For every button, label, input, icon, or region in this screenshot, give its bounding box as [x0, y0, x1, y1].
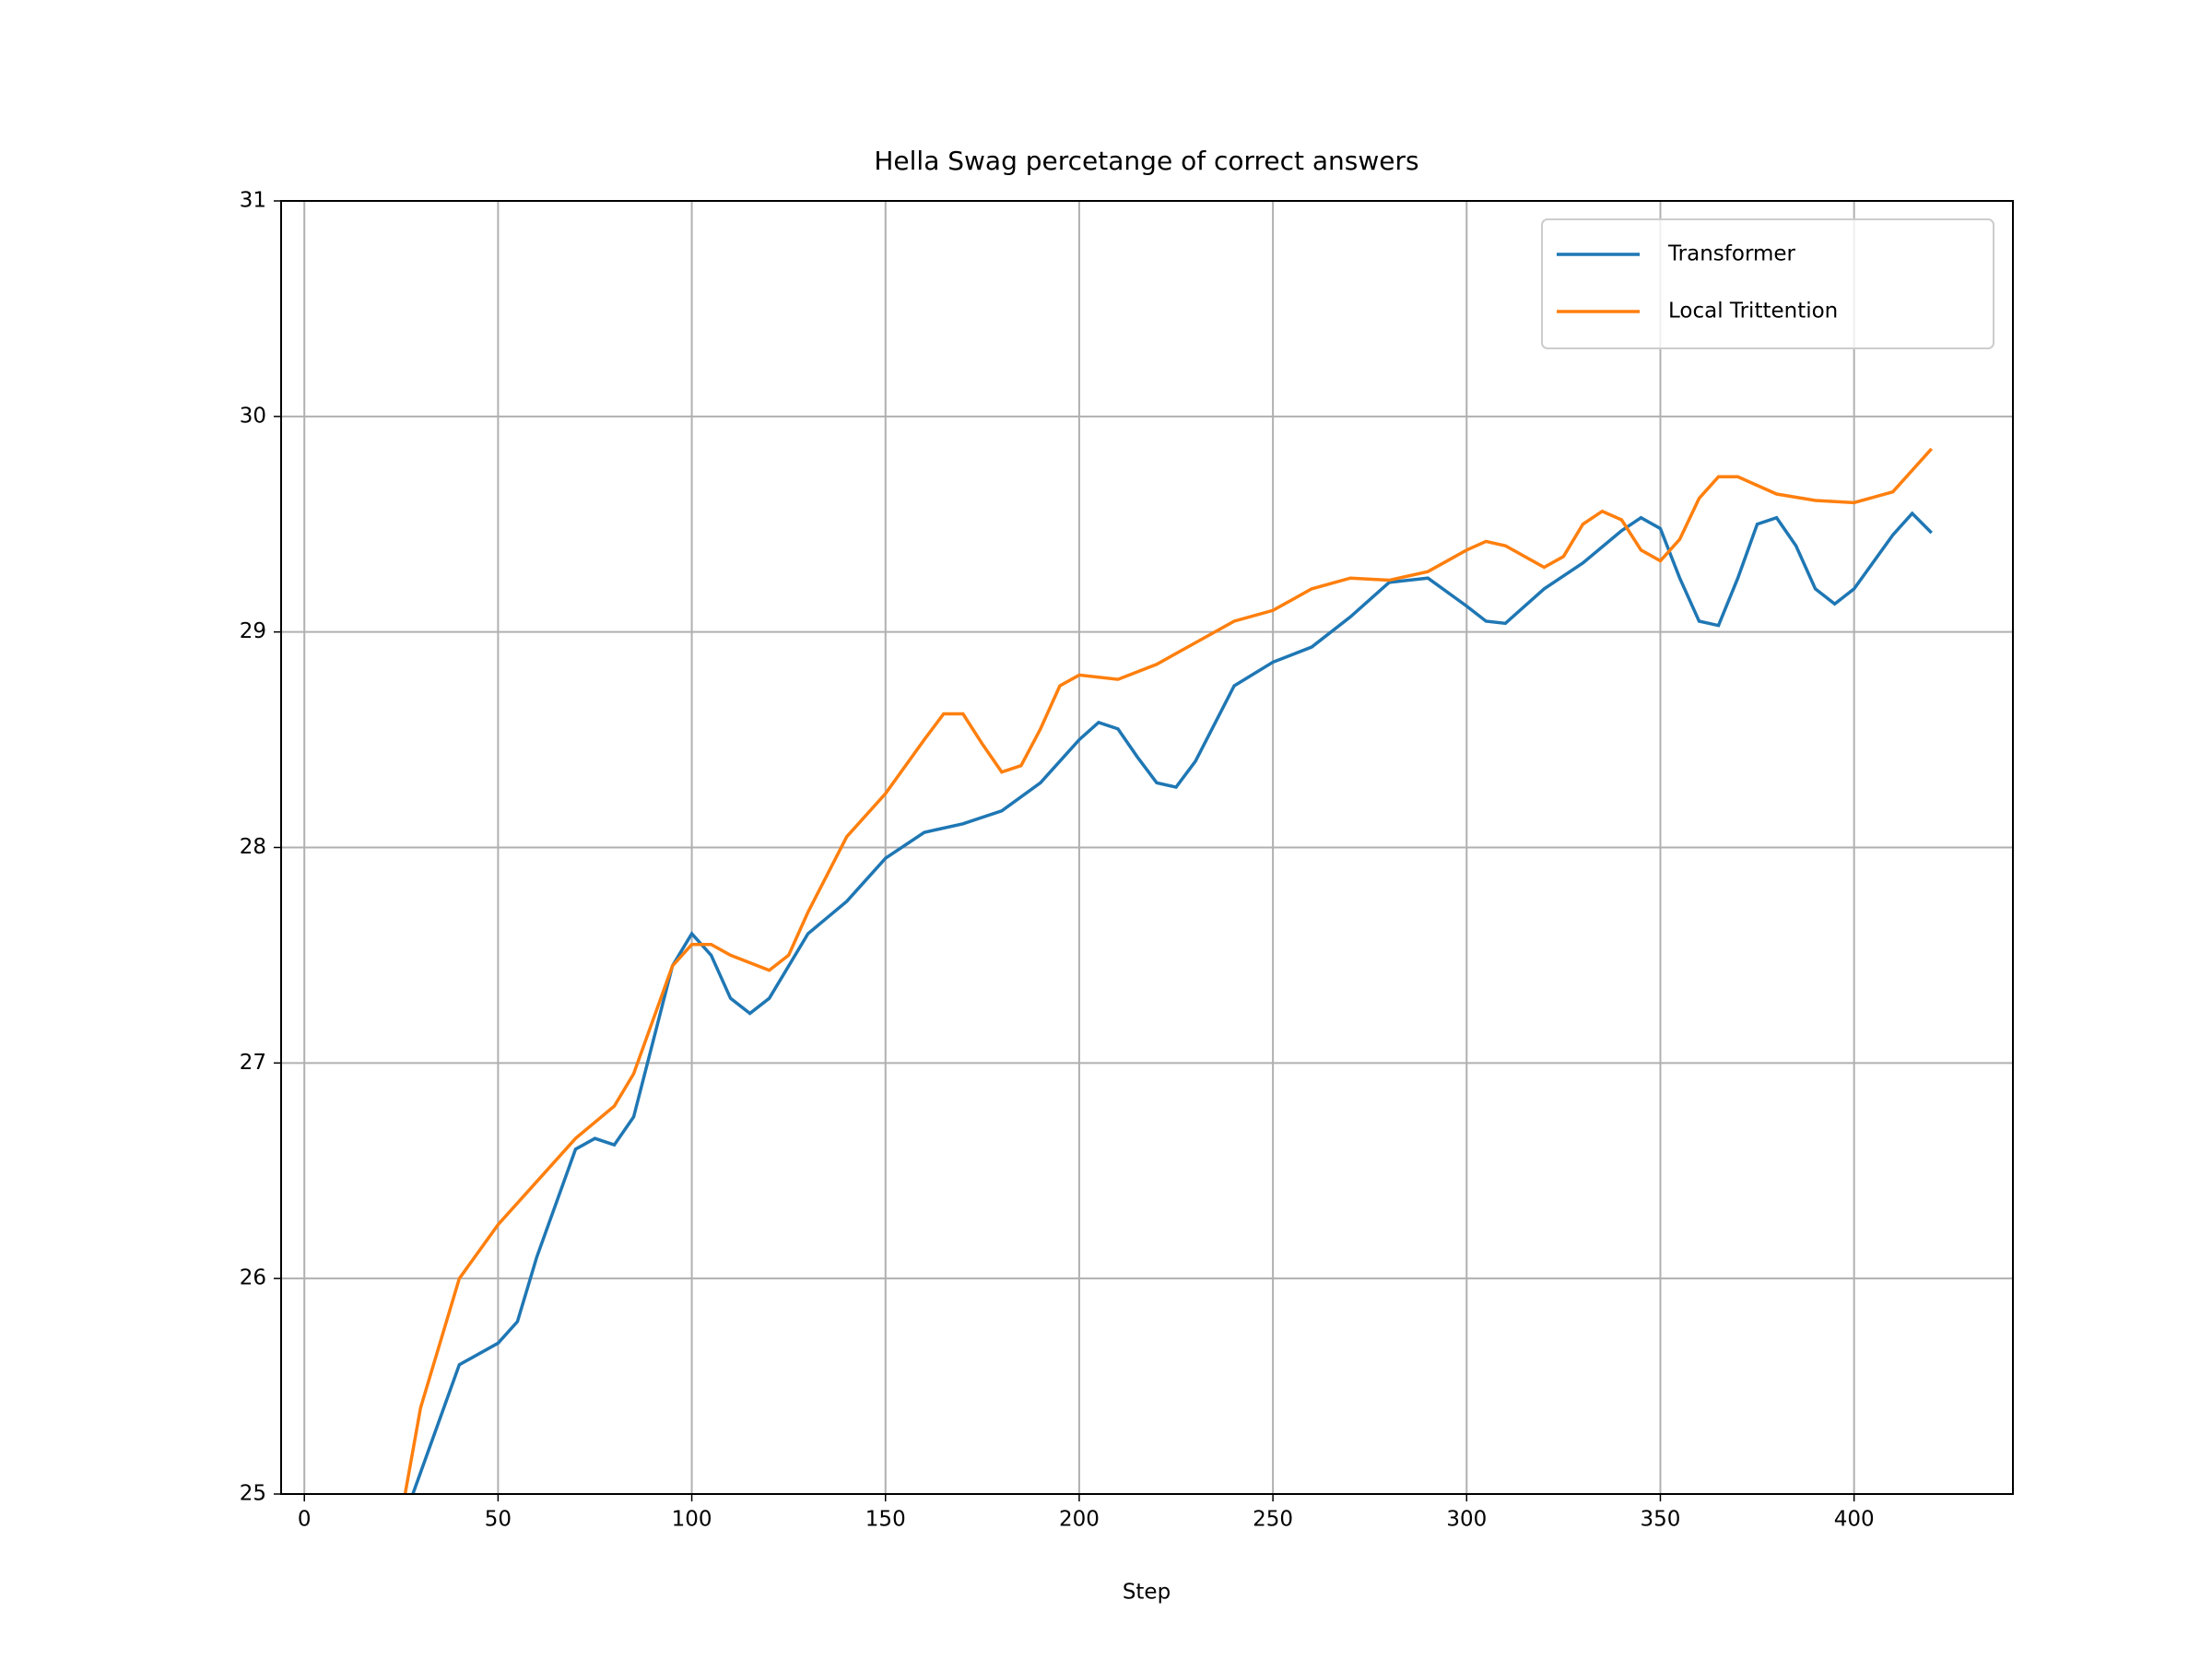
x-axis-label: Step	[1123, 1581, 1171, 1605]
y-tick-label: 31	[240, 189, 266, 213]
y-tick-label: 27	[240, 1051, 266, 1075]
x-tick-label: 150	[865, 1508, 906, 1532]
y-tick-label: 29	[240, 619, 266, 643]
y-tick-label: 25	[240, 1482, 266, 1506]
x-tick-label: 350	[1641, 1508, 1681, 1532]
axes-frame	[280, 200, 2014, 1495]
x-tick-label: 300	[1446, 1508, 1487, 1532]
series-line	[411, 511, 1933, 1494]
x-tick-label: 100	[672, 1508, 712, 1532]
x-tick-label: 250	[1253, 1508, 1293, 1532]
x-tick-label: 50	[485, 1508, 512, 1532]
x-tick-label: 200	[1059, 1508, 1100, 1532]
legend-label: Local Trittention	[1668, 300, 1838, 324]
x-tick-label: 0	[298, 1508, 312, 1532]
y-tick-label: 30	[240, 404, 266, 428]
legend-label: Transformer	[1667, 242, 1796, 266]
legend-box	[1541, 218, 1994, 349]
chart-title: Hella Swag percetange of correct answers	[874, 146, 1418, 176]
x-tick-label: 400	[1834, 1508, 1875, 1532]
plot-area	[403, 447, 1934, 1494]
series-line	[403, 447, 1934, 1494]
y-tick-label: 28	[240, 835, 266, 859]
y-tick-label: 26	[240, 1266, 266, 1290]
